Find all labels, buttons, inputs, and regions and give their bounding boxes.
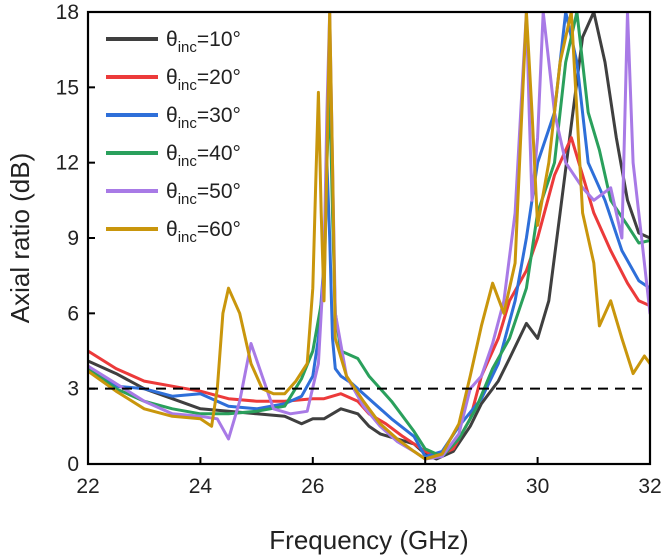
series-lines	[88, 12, 650, 461]
series-line-6	[88, 12, 650, 461]
series-line-4	[88, 12, 650, 458]
x-axis-title: Frequency (GHz)	[269, 525, 468, 555]
y-axis-title: Axial ratio (dB)	[5, 153, 35, 324]
y-tick-label: 6	[67, 302, 79, 325]
legend: θinc=10° θinc=20° θinc=30° θinc=40° θinc=50°…	[106, 28, 241, 246]
legend-label: θinc=20°	[166, 66, 241, 94]
y-tick-label: 9	[67, 227, 79, 250]
x-tick-label: 24	[189, 475, 213, 498]
axis-ticks: 22 24 26 28 30 32 0 3 6 9 12 15 18	[56, 1, 662, 498]
legend-label: θinc=40°	[166, 142, 241, 170]
x-tick-label: 32	[638, 475, 661, 498]
x-tick-label: 28	[414, 475, 437, 498]
legend-label: θinc=50°	[166, 180, 241, 208]
y-tick-label: 18	[56, 1, 79, 24]
legend-label: θinc=30°	[166, 104, 241, 132]
legend-label: θinc=60°	[166, 218, 241, 246]
y-tick-label: 3	[67, 378, 79, 401]
series-line-3	[88, 12, 650, 458]
y-tick-label: 12	[56, 152, 79, 175]
x-tick-label: 30	[526, 475, 549, 498]
y-tick-label: 15	[56, 76, 79, 99]
x-tick-label: 22	[76, 475, 99, 498]
x-tick-label: 26	[301, 475, 324, 498]
y-tick-label: 0	[67, 453, 79, 476]
legend-label: θinc=10°	[166, 28, 241, 56]
